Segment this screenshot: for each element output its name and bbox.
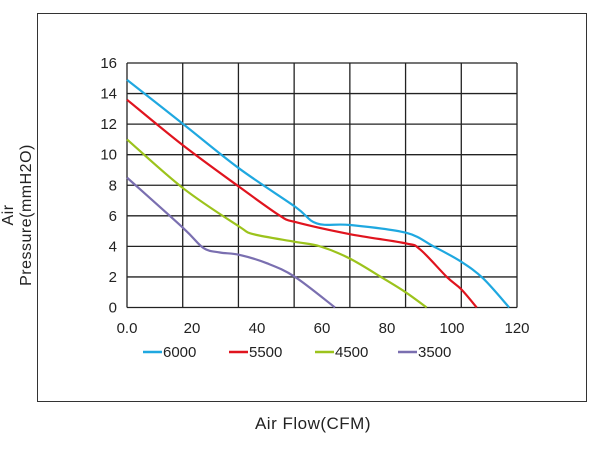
series-line-6000 bbox=[126, 78, 511, 309]
x-tick-label: 60 bbox=[314, 320, 331, 337]
x-tick-label: 20 bbox=[184, 320, 201, 337]
x-axis-label: Air Flow(CFM) bbox=[254, 414, 372, 433]
legend-label-5500: 5500 bbox=[249, 344, 282, 361]
y-tick-label: 6 bbox=[109, 208, 117, 225]
y-tick-label: 8 bbox=[109, 177, 117, 194]
x-tick-label: 120 bbox=[504, 320, 529, 337]
x-tick-label: 80 bbox=[379, 320, 396, 337]
y-tick-label: 14 bbox=[100, 86, 117, 103]
chart-frame bbox=[37, 13, 587, 402]
series-line-3500 bbox=[126, 176, 336, 309]
y-tick-label: 16 bbox=[100, 55, 117, 72]
y-tick-label: 0 bbox=[109, 300, 117, 317]
legend-label-4500: 4500 bbox=[335, 344, 368, 361]
x-tick-label: 0.0 bbox=[117, 320, 138, 337]
series-line-5500 bbox=[126, 98, 478, 309]
y-tick-label: 12 bbox=[100, 116, 117, 133]
y-tick-label: 4 bbox=[109, 238, 117, 255]
legend-label-6000: 6000 bbox=[163, 344, 196, 361]
x-tick-label: 100 bbox=[439, 320, 464, 337]
y-tick-label: 10 bbox=[100, 147, 117, 164]
series-line-4500 bbox=[126, 138, 428, 309]
y-tick-label: 2 bbox=[109, 269, 117, 286]
legend-label-3500: 3500 bbox=[418, 344, 451, 361]
y-axis-label: Air Pressure(mmH2O) bbox=[0, 144, 35, 286]
x-tick-label: 40 bbox=[249, 320, 266, 337]
